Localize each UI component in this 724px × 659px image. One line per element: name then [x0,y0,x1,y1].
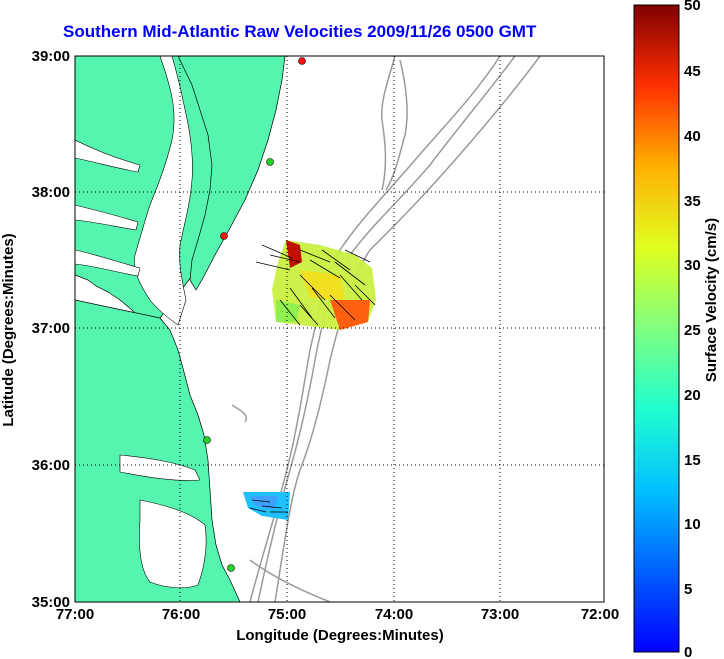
colorbar-tick-label: 35 [684,193,701,210]
y-tick-label: 36:00 [32,457,70,474]
y-tick-label: 37:00 [32,320,70,337]
y-tick-label: 35:00 [32,594,70,611]
map-title: Southern Mid-Atlantic Raw Velocities 200… [63,22,537,41]
colorbar [633,4,680,653]
x-tick-label: 72:00 [581,606,619,623]
chesapeake-bay [75,56,207,589]
colorbar-tick-label: 0 [684,644,692,659]
site-marker-active [266,158,274,166]
radar-sites [203,57,306,572]
x-tick-label: 77:00 [56,606,94,623]
x-tick-label: 76:00 [162,606,200,623]
site-marker-alert [298,57,306,65]
site-marker-alert [220,232,228,240]
colorbar-tick-label: 50 [684,0,701,14]
y-axis-label: Latitude (Degrees:Minutes) [0,233,17,426]
colorbar-tick-label: 15 [684,452,701,469]
colorbar-label: Surface Velocity (cm/s) [703,218,720,382]
y-tick-label: 38:00 [32,184,70,201]
x-tick-label: 75:00 [268,606,306,623]
velocity-patch-north [272,240,376,330]
graticule [75,56,604,602]
x-axis-label: Longitude (Degrees:Minutes) [236,627,444,644]
x-tick-label: 73:00 [481,606,519,623]
colorbar-tick-label: 40 [684,128,701,145]
x-tick-labels: 77:00 76:00 75:00 74:00 73:00 72:00 [56,606,619,623]
colorbar-tick-label: 25 [684,322,701,339]
x-tick-label: 74:00 [375,606,413,623]
colorbar-tick-label: 20 [684,387,701,404]
y-tick-labels: 39:00 38:00 37:00 36:00 35:00 [32,48,70,611]
site-marker-active [203,436,211,444]
colorbar-tick-label: 5 [684,581,692,598]
colorbar-tick-label: 10 [684,516,701,533]
site-marker-active [227,564,235,572]
y-tick-label: 39:00 [32,48,70,65]
colorbar-ticks: 50 45 40 35 30 25 20 15 10 5 0 [684,0,701,659]
plot-frame [74,55,605,603]
colorbar-tick-label: 45 [684,63,701,80]
current-vectors [249,244,376,513]
colorbar-tick-label: 30 [684,257,701,274]
